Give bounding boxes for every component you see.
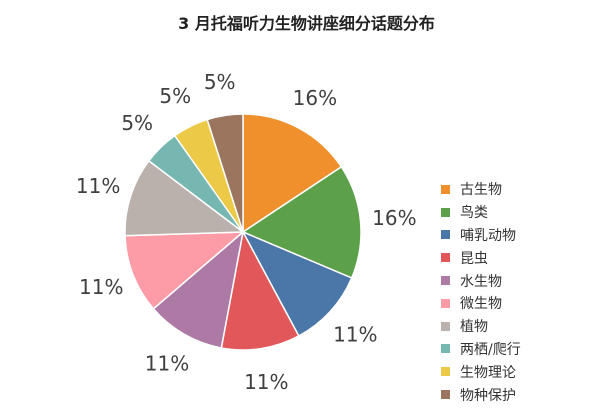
legend-swatch [441, 207, 450, 217]
legend-swatch [441, 344, 450, 354]
pie-slice [152, 230, 245, 349]
legend-swatch [441, 298, 450, 308]
pie-slice-label: 5% [159, 84, 191, 108]
legend-label: 微生物 [460, 296, 502, 313]
chart-title: 3 月托福听力生物讲座细分话题分布 [178, 14, 435, 33]
legend: 古生物鸟类哺乳动物昆虫水生物微生物植物两栖/爬行生物理论物种保护 [441, 178, 521, 406]
legend-swatch [441, 390, 450, 400]
pie-slice [124, 159, 246, 237]
legend-swatch [441, 230, 450, 240]
pie-slice-label: 11% [79, 275, 123, 299]
pie-slice-label: 5% [121, 111, 153, 135]
legend-swatch [441, 321, 450, 331]
pie-slice-label: 11% [76, 174, 120, 198]
legend-item: 植物 [441, 315, 521, 338]
legend-item: 物种保护 [441, 383, 521, 406]
legend-label: 昆虫 [460, 250, 488, 267]
legend-swatch [441, 367, 450, 377]
legend-label: 水生物 [460, 273, 502, 290]
legend-swatch [441, 276, 450, 286]
legend-swatch [441, 253, 450, 263]
legend-item: 微生物 [441, 292, 521, 315]
legend-label: 植物 [460, 319, 488, 336]
legend-item: 鸟类 [441, 201, 521, 224]
pie-slice [241, 165, 362, 279]
legend-label: 生物理论 [460, 364, 516, 381]
legend-item: 水生物 [441, 269, 521, 292]
legend-item: 哺乳动物 [441, 224, 521, 247]
pie-slice-label: 16% [293, 86, 337, 110]
legend-item: 生物理论 [441, 360, 521, 383]
pie-slice-label: 16% [372, 206, 416, 230]
legend-label: 哺乳动物 [460, 227, 516, 244]
pie-slice [206, 113, 244, 233]
legend-label: 古生物 [460, 182, 502, 199]
pie-slice-label: 11% [145, 352, 189, 376]
legend-item: 昆虫 [441, 246, 521, 269]
pie-slice [124, 231, 246, 310]
legend-label: 物种保护 [460, 387, 516, 404]
pie-slice [220, 229, 300, 351]
legend-item: 古生物 [441, 178, 521, 201]
legend-label: 鸟类 [460, 205, 488, 222]
pie-slice [241, 230, 353, 337]
pie-slice-label: 11% [244, 370, 288, 394]
legend-item: 两栖/爬行 [441, 338, 521, 361]
pie-slice-label: 5% [204, 70, 236, 94]
pie-slice [242, 113, 343, 234]
pie-slices [124, 113, 362, 351]
pie-labels: 16%16%11%11%11%11%11%5%5%5% [76, 70, 417, 394]
legend-label: 两栖/爬行 [460, 341, 521, 358]
legend-swatch [441, 184, 450, 194]
pie-slice-label: 11% [333, 322, 377, 346]
